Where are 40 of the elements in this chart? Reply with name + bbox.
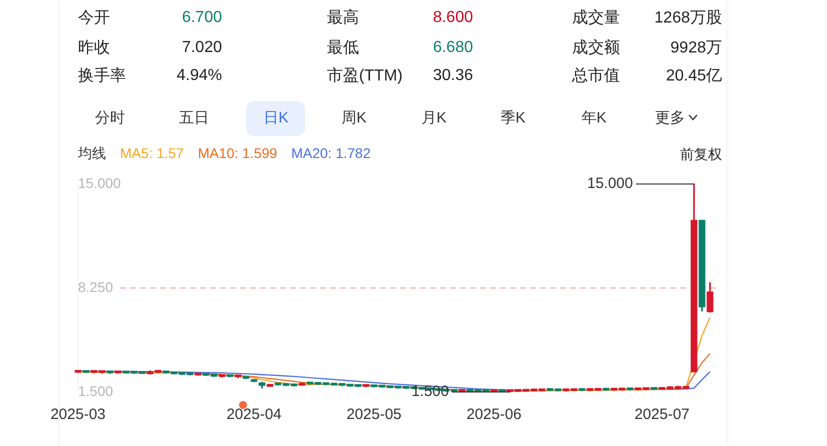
text: 9928万: [670, 38, 722, 58]
text: 今开: [78, 8, 110, 28]
x-tick-label: 2025-04: [226, 406, 282, 424]
text: MA10: 1.599: [198, 145, 278, 161]
y-tick-label: 8.250: [78, 278, 114, 295]
text: 市盈(TTM): [327, 66, 403, 86]
text: 前复权: [680, 146, 722, 164]
text: 4.94%: [176, 67, 222, 85]
x-tick-label: 2025-07: [634, 406, 690, 424]
text: 1268万股: [654, 8, 722, 28]
text: 昨收: [78, 38, 110, 58]
y-tick-label: 1.500: [78, 382, 114, 399]
text: 总市值: [572, 66, 620, 86]
text: 月K: [421, 108, 447, 128]
text: 季K: [500, 108, 526, 128]
text: MA5: 1.57: [120, 145, 184, 161]
text: 更多: [655, 108, 685, 128]
text: 周K: [341, 108, 367, 128]
annotation: 15.000: [587, 175, 633, 192]
x-tick-label: 2025-03: [50, 406, 106, 424]
text: 7.020: [182, 39, 222, 57]
text: 成交额: [572, 38, 620, 58]
text: 五日: [179, 108, 209, 128]
text: 6.700: [182, 9, 222, 27]
text: 8.600: [432, 9, 473, 27]
text: 成交量: [572, 8, 620, 28]
text: 最高: [327, 8, 359, 28]
legend-title: 均线: [78, 145, 106, 161]
text: 最低: [327, 38, 359, 58]
y-tick-label: 15.000: [78, 174, 122, 191]
x-tick-label: 2025-06: [466, 406, 522, 424]
text: 年K: [581, 108, 607, 128]
text: 6.680: [432, 39, 473, 57]
text: 20.45亿: [666, 66, 722, 86]
text: 换手率: [78, 66, 126, 86]
x-tick-label: 2025-05: [346, 406, 402, 424]
text: 30.36: [432, 67, 473, 85]
text: 分时: [95, 108, 125, 128]
text: MA20: 1.782: [291, 145, 371, 161]
text: 日K: [263, 108, 289, 128]
